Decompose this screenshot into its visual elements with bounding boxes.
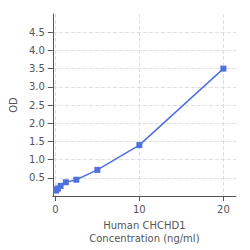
- svg-text:OD: OD: [8, 97, 19, 113]
- svg-text:20: 20: [217, 204, 230, 215]
- svg-text:Concentration (ng/ml): Concentration (ng/ml): [89, 233, 199, 244]
- svg-text:3.0: 3.0: [29, 81, 45, 92]
- svg-text:Human CHCHD1: Human CHCHD1: [103, 220, 185, 231]
- svg-text:2.5: 2.5: [29, 100, 45, 111]
- svg-text:4.5: 4.5: [29, 27, 45, 38]
- svg-text:4.0: 4.0: [29, 45, 45, 56]
- svg-text:1.0: 1.0: [29, 154, 45, 165]
- svg-text:10: 10: [133, 204, 146, 215]
- svg-text:0: 0: [52, 204, 58, 215]
- svg-text:1.5: 1.5: [29, 136, 45, 147]
- svg-text:2.0: 2.0: [29, 118, 45, 129]
- svg-text:3.5: 3.5: [29, 63, 45, 74]
- svg-text:0.5: 0.5: [29, 172, 45, 183]
